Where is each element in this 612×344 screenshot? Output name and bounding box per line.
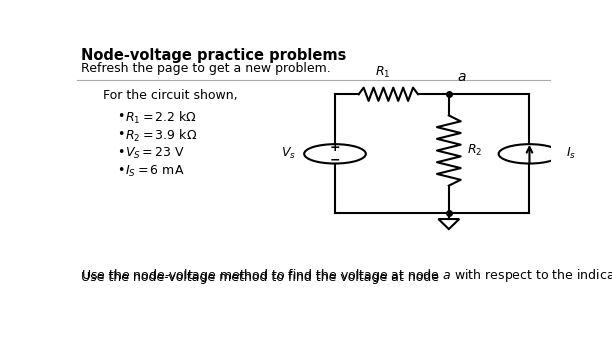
- Text: •: •: [117, 164, 124, 177]
- Text: $R_1 = 2.2\ \mathrm{k}\Omega$: $R_1 = 2.2\ \mathrm{k}\Omega$: [125, 110, 196, 126]
- Text: •: •: [117, 146, 124, 159]
- Text: $a$: $a$: [457, 70, 467, 84]
- Text: Use the node-voltage method to find the voltage at node $a$ with respect to the : Use the node-voltage method to find the …: [81, 267, 612, 284]
- Text: For the circuit shown,: For the circuit shown,: [103, 89, 237, 102]
- Text: Use the node-voltage method to find the voltage at node: Use the node-voltage method to find the …: [81, 271, 443, 284]
- Text: Refresh the page to get a new problem.: Refresh the page to get a new problem.: [81, 63, 331, 75]
- Text: $R_2$: $R_2$: [467, 143, 482, 158]
- Text: •: •: [117, 110, 124, 123]
- Text: $V_s$: $V_s$: [281, 146, 296, 161]
- Text: $I_S = 6\ \mathrm{mA}$: $I_S = 6\ \mathrm{mA}$: [125, 164, 184, 179]
- Text: $V_S = 23\ \mathrm{V}$: $V_S = 23\ \mathrm{V}$: [125, 146, 185, 161]
- Text: +: +: [330, 141, 340, 154]
- Text: $I_s$: $I_s$: [566, 146, 576, 161]
- Text: $R_1$: $R_1$: [375, 65, 390, 80]
- Text: $R_2 = 3.9\ \mathrm{k}\Omega$: $R_2 = 3.9\ \mathrm{k}\Omega$: [125, 128, 197, 144]
- Text: Node-voltage practice problems: Node-voltage practice problems: [81, 48, 346, 63]
- Text: −: −: [330, 154, 340, 167]
- Text: •: •: [117, 128, 124, 141]
